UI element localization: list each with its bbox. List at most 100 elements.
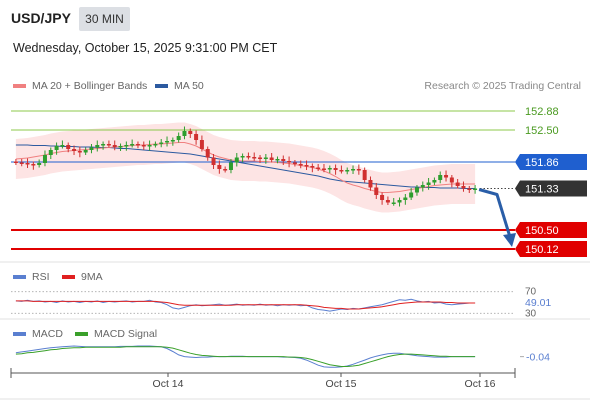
level-tag	[515, 222, 587, 238]
candle-body	[438, 175, 443, 180]
candle-body	[397, 200, 402, 203]
level-tag	[515, 154, 587, 170]
candle-body	[391, 202, 396, 204]
candle-body	[223, 169, 228, 171]
candle-body	[188, 131, 193, 134]
forecast-arrow-head	[503, 233, 516, 247]
rsi-ma-swatch	[62, 275, 75, 280]
candle-body	[426, 182, 431, 185]
candle-body	[368, 180, 373, 188]
level-label: 152.88	[525, 106, 559, 118]
legend-macd-signal-label: MACD Signal	[94, 328, 158, 340]
rsi-level-label: 70	[525, 287, 537, 298]
candle-body	[89, 147, 94, 150]
candle-body	[403, 197, 408, 200]
candle-body	[170, 140, 175, 142]
candle-body	[269, 157, 274, 160]
legend-macd: MACD	[13, 328, 63, 340]
candle-body	[467, 188, 472, 190]
candle-body	[31, 164, 36, 166]
candle-body	[130, 144, 135, 146]
candle-body	[310, 166, 315, 168]
level-label: 152.50	[525, 125, 559, 137]
candle-body	[240, 156, 245, 158]
candle-body	[72, 149, 77, 151]
legend-rsi-ma: 9MA	[62, 271, 103, 283]
candle-body	[54, 146, 59, 150]
candle-body	[83, 150, 88, 153]
rsi-ma-line	[15, 300, 476, 310]
candle-body	[263, 157, 268, 159]
forecast-arrow	[478, 188, 512, 238]
x-tick-label: Oct 15	[326, 378, 357, 390]
candle-body	[444, 175, 449, 178]
legend-ma20-label: MA 20 + Bollinger Bands	[32, 80, 148, 92]
legend-rsi-ma-label: 9MA	[81, 271, 103, 283]
candle-body	[246, 156, 251, 158]
candle-body	[176, 136, 181, 140]
legend-rsi: RSI	[13, 271, 50, 283]
candle-body	[217, 165, 222, 169]
candle-body	[281, 159, 286, 161]
level-label: 151.86	[525, 157, 559, 169]
candle-body	[135, 144, 140, 146]
candle-body	[194, 134, 199, 140]
candle-body	[124, 145, 129, 147]
currency-pair-title: USD/JPY	[11, 10, 71, 26]
candle-body	[461, 186, 466, 189]
candle-body	[304, 165, 309, 167]
candle-body	[385, 200, 390, 203]
candle-body	[275, 159, 280, 161]
candle-body	[228, 162, 233, 170]
candle-body	[362, 170, 367, 180]
candle-body	[118, 146, 123, 148]
rsi-swatch	[13, 275, 26, 280]
candle-body	[147, 145, 152, 147]
candle-body	[77, 151, 82, 153]
candle-body	[298, 164, 303, 166]
candle-body	[165, 141, 170, 143]
candle-body	[95, 145, 100, 148]
last-price-tag	[515, 180, 587, 197]
candle-body	[374, 187, 379, 195]
chart-datetime: Wednesday, October 15, 2025 9:31:00 PM C…	[13, 41, 278, 55]
candle-body	[101, 144, 106, 146]
ma20-swatch	[13, 84, 26, 89]
x-tick-label: Oct 16	[465, 378, 496, 390]
candle-body	[252, 157, 257, 159]
candle-body	[42, 155, 47, 163]
candle-body	[153, 144, 158, 146]
candle-body	[321, 168, 326, 170]
candle-body	[25, 163, 30, 165]
candle-body	[449, 177, 454, 183]
candle-body	[141, 145, 146, 147]
candle-body	[292, 162, 297, 164]
ma50-line	[15, 144, 476, 189]
rsi-value-label: 49.01	[525, 297, 551, 309]
candle-body	[287, 161, 292, 163]
level-label: 150.50	[525, 225, 559, 237]
legend-macd-signal: MACD Signal	[75, 328, 157, 340]
rsi-level-label: 30	[525, 308, 537, 319]
legend-ma20: MA 20 + Bollinger Bands	[13, 80, 147, 92]
candle-body	[234, 157, 239, 163]
legend-ma50: MA 50	[155, 80, 204, 92]
candle-body	[432, 180, 437, 183]
candle-body	[414, 187, 419, 193]
candle-body	[13, 161, 18, 163]
candle-body	[112, 145, 117, 147]
candle-body	[316, 167, 321, 169]
candle-body	[351, 169, 356, 171]
candle-body	[455, 182, 460, 186]
macd-signal-swatch	[75, 332, 88, 337]
candle-body	[327, 168, 332, 170]
timeframe-button[interactable]: 30 MIN	[79, 7, 130, 31]
candle-body	[333, 168, 338, 170]
candle-body	[211, 157, 216, 165]
candle-body	[473, 188, 478, 190]
candle-body	[48, 150, 53, 155]
legend-macd-label: MACD	[32, 328, 63, 340]
macd-swatch	[13, 332, 26, 337]
level-label: 150.12	[525, 244, 559, 256]
